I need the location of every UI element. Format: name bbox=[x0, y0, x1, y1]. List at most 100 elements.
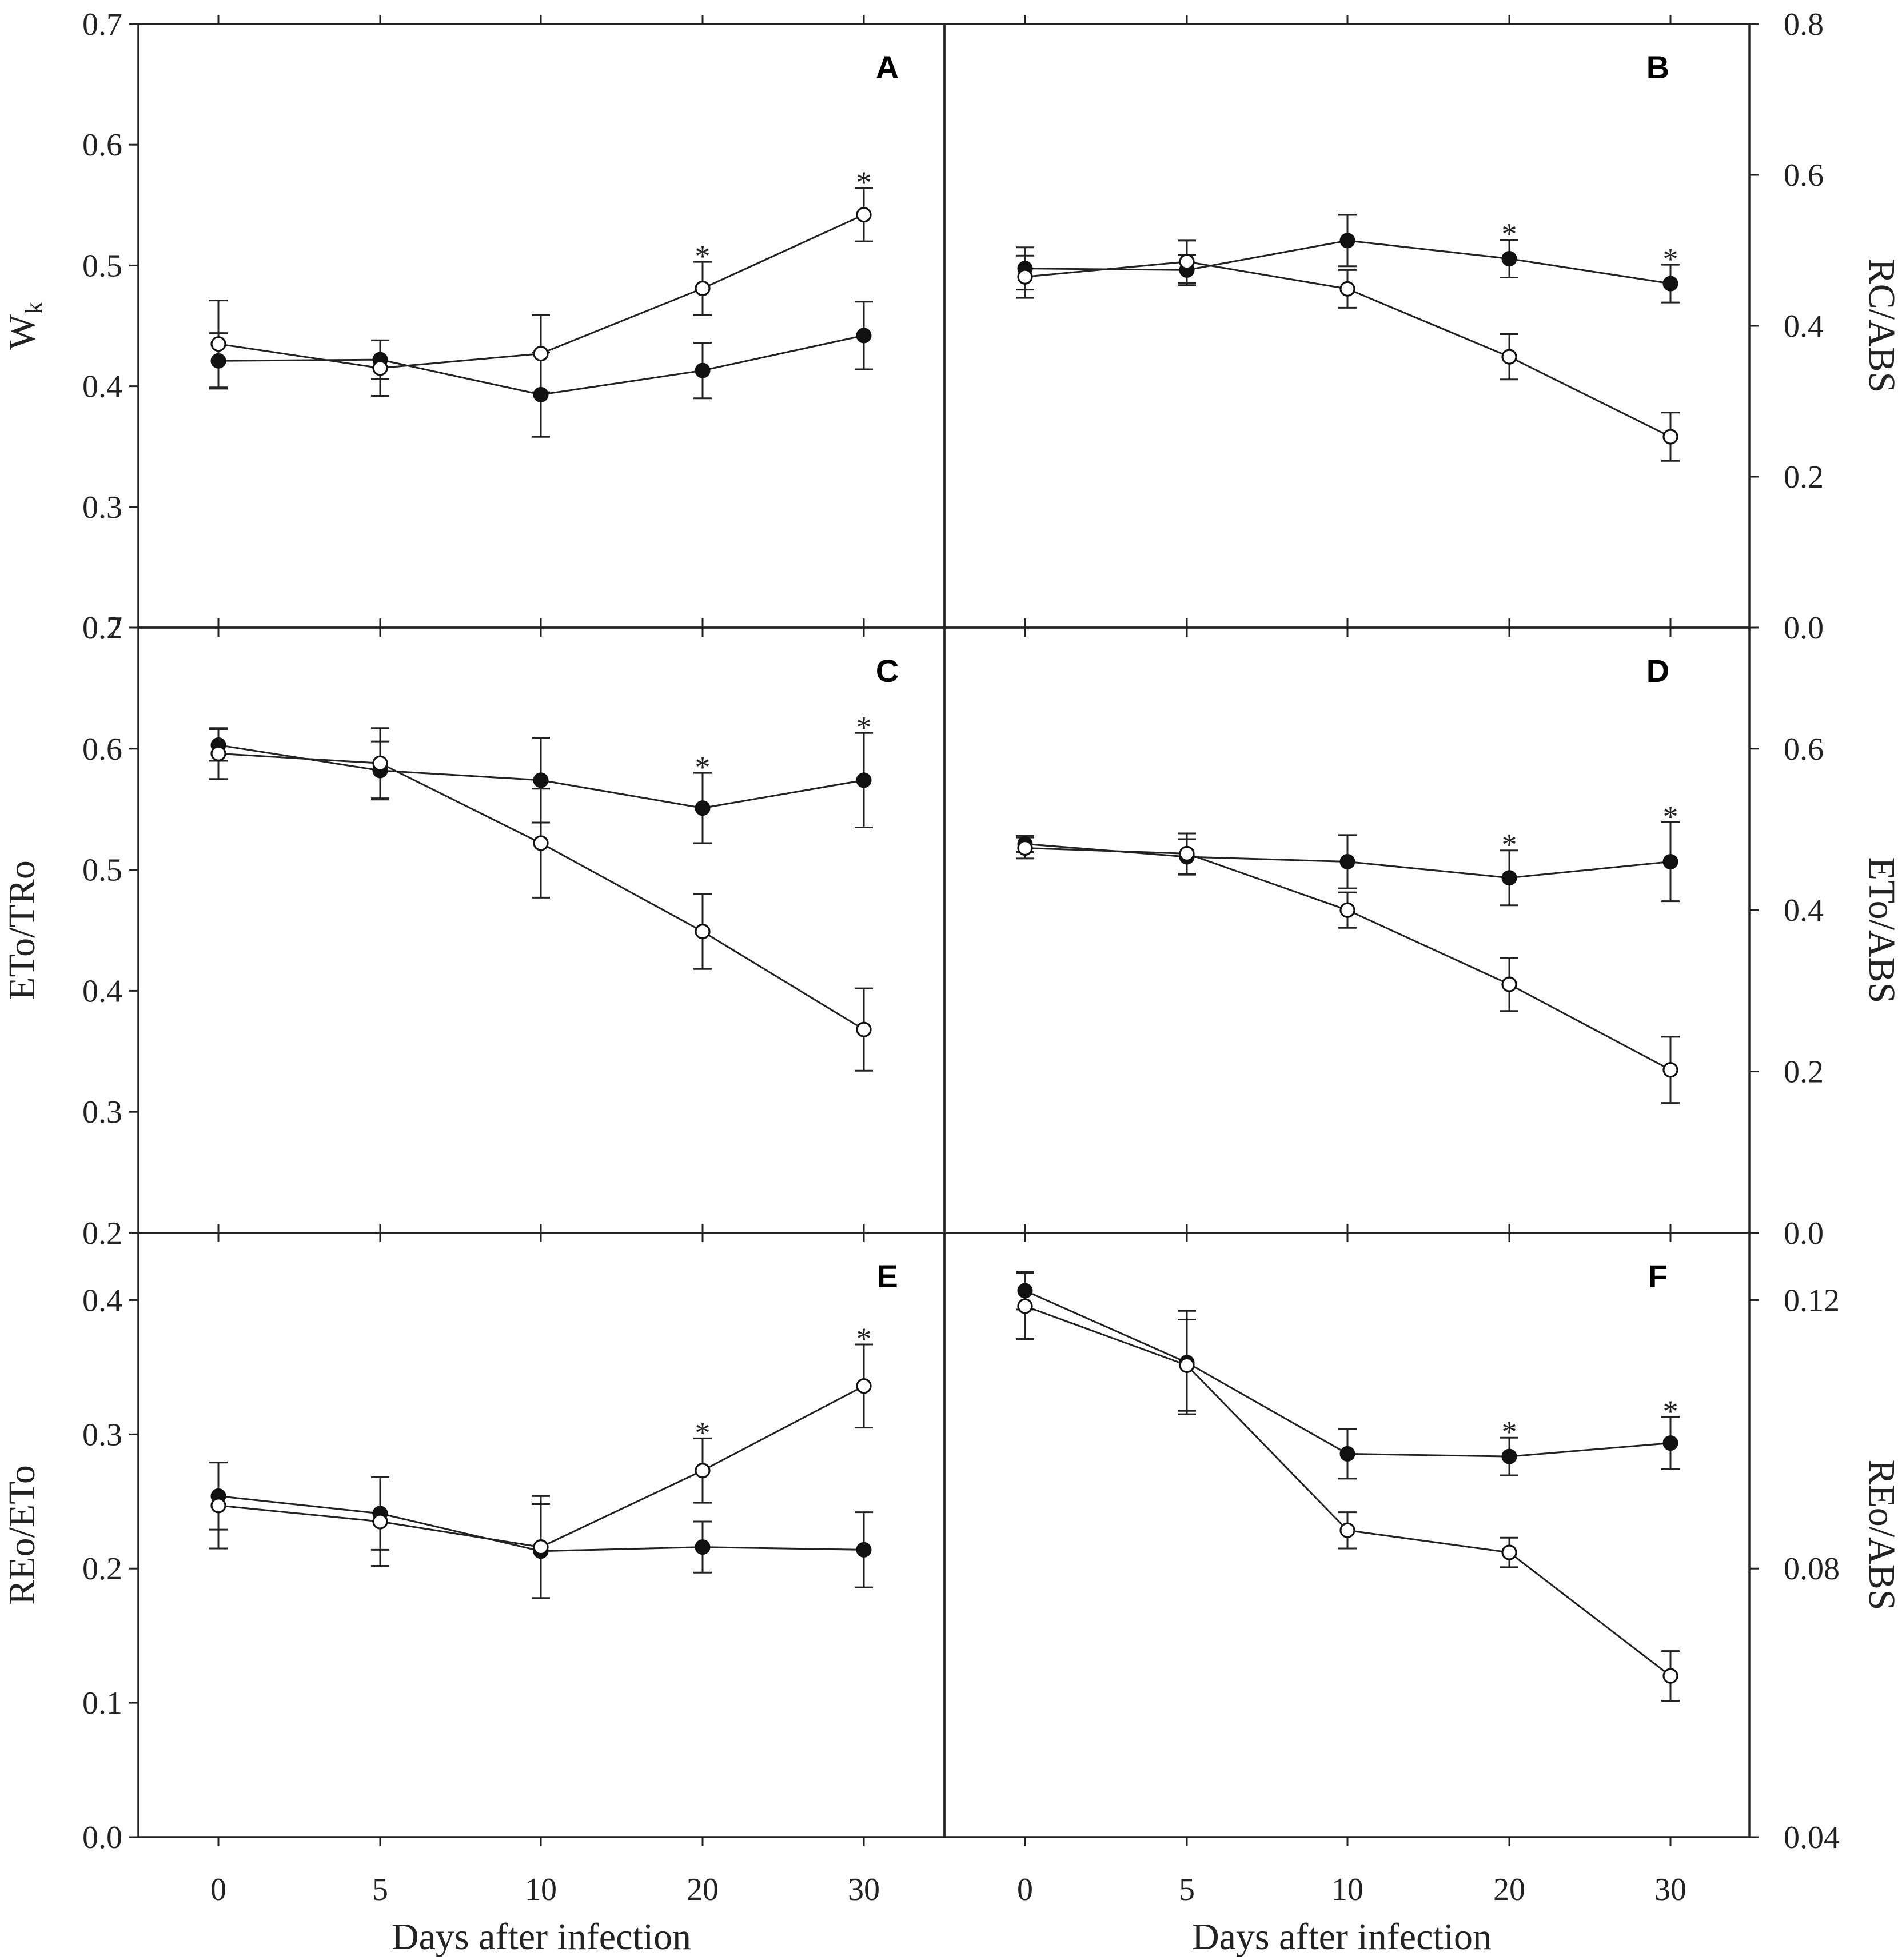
data-point-filled bbox=[1662, 276, 1678, 292]
significance-marker: * bbox=[856, 1322, 872, 1356]
data-point-open bbox=[695, 924, 711, 940]
data-point-open bbox=[210, 745, 226, 761]
x-tick-label: 20 bbox=[687, 1872, 719, 1907]
significance-marker: * bbox=[1663, 799, 1678, 833]
y-axis-title: REo/ABS bbox=[1861, 1459, 1902, 1610]
data-point-open bbox=[210, 1498, 226, 1514]
data-point-open bbox=[1662, 429, 1678, 445]
y-tick-label: 0.0 bbox=[1784, 610, 1824, 646]
x-axis-title-left: Days after infection bbox=[392, 1916, 691, 1958]
y-tick-label: 0.6 bbox=[82, 127, 122, 163]
panel-label: D bbox=[1646, 653, 1669, 689]
x-tick-label: 10 bbox=[1331, 1872, 1363, 1907]
data-point-open bbox=[533, 1539, 549, 1555]
data-point-filled bbox=[856, 328, 872, 344]
data-point-open bbox=[1501, 349, 1517, 365]
data-point-filled bbox=[856, 1542, 872, 1558]
data-point-open bbox=[210, 336, 226, 352]
significance-marker: * bbox=[1502, 1415, 1517, 1449]
data-point-open bbox=[1017, 1298, 1033, 1314]
data-point-filled bbox=[695, 1539, 711, 1555]
y-tick-label: 0.0 bbox=[82, 1820, 122, 1855]
data-point-open bbox=[1662, 1668, 1678, 1684]
panel-label: F bbox=[1648, 1258, 1668, 1294]
panel-b: 0.0 0.2 0.4 0.6 0.8 RC/ABS B * * bbox=[943, 7, 1902, 646]
data-point-filled bbox=[1501, 870, 1517, 886]
x-tick-label: 20 bbox=[1493, 1872, 1525, 1907]
significance-marker: * bbox=[1663, 242, 1678, 276]
x-tick-label: 0 bbox=[1017, 1872, 1033, 1907]
y-tick-label: 0.2 bbox=[1784, 1055, 1824, 1090]
data-point-open bbox=[856, 1021, 872, 1037]
significance-marker: * bbox=[695, 750, 711, 784]
data-point-open bbox=[533, 835, 549, 851]
y-tick-label: 0.2 bbox=[82, 1551, 122, 1587]
data-point-filled bbox=[210, 353, 226, 369]
data-point-filled bbox=[1017, 1283, 1033, 1299]
panel-frame bbox=[943, 626, 1751, 1234]
y-tick-label: 0.4 bbox=[82, 973, 122, 1009]
y-tick-label: 0.2 bbox=[82, 610, 122, 646]
y-tick-label: 0.8 bbox=[1784, 7, 1824, 42]
significance-marker: * bbox=[695, 239, 711, 273]
panel-label: A bbox=[876, 49, 899, 85]
data-point-open bbox=[1017, 840, 1033, 856]
panel-a: 0.2 0.3 0.4 0.5 0.6 0.7 Wk A * * bbox=[1, 7, 946, 646]
y-axis-title: RC/ABS bbox=[1861, 259, 1902, 393]
data-point-open bbox=[695, 280, 711, 297]
significance-marker: * bbox=[856, 710, 872, 744]
y-tick-label: 0.3 bbox=[82, 1095, 122, 1130]
x-axis-title-right: Days after infection bbox=[1192, 1916, 1492, 1958]
data-point-open bbox=[372, 755, 388, 771]
x-tick-label: 10 bbox=[525, 1872, 557, 1907]
y-tick-label: 0.2 bbox=[1784, 460, 1824, 495]
y-tick-label: 0.2 bbox=[82, 1216, 122, 1251]
data-point-open bbox=[1179, 845, 1195, 861]
data-point-open bbox=[372, 360, 388, 376]
significance-marker: * bbox=[1502, 217, 1517, 252]
data-point-filled bbox=[533, 772, 549, 788]
x-tick-label: 5 bbox=[372, 1872, 388, 1907]
data-point-open bbox=[856, 1378, 872, 1394]
y-tick-label: 0.0 bbox=[1784, 1216, 1824, 1251]
data-point-open bbox=[1017, 269, 1033, 285]
y-tick-label: 0.3 bbox=[82, 490, 122, 525]
data-point-open bbox=[1179, 1357, 1195, 1373]
y-tick-label: 0.12 bbox=[1784, 1283, 1840, 1318]
y-tick-label: 0.04 bbox=[1784, 1820, 1840, 1855]
data-point-filled bbox=[695, 362, 711, 378]
data-point-filled bbox=[1339, 233, 1355, 249]
data-point-filled bbox=[1662, 853, 1678, 869]
y-axis-title: ETo/TRo bbox=[1, 860, 43, 1000]
series-line-open bbox=[1024, 1305, 1671, 1677]
panel-label: E bbox=[876, 1258, 898, 1294]
data-point-open bbox=[1339, 1522, 1355, 1538]
y-axis-title: REo/ETo bbox=[1, 1465, 43, 1605]
panel-label: C bbox=[876, 653, 899, 689]
data-point-open bbox=[856, 207, 872, 223]
data-point-open bbox=[533, 345, 549, 362]
y-tick-label: 0.6 bbox=[1784, 158, 1824, 193]
data-point-open bbox=[1179, 254, 1195, 270]
y-tick-label: 0.6 bbox=[82, 732, 122, 767]
data-point-filled bbox=[695, 800, 711, 816]
y-tick-label: 0.4 bbox=[1784, 893, 1824, 928]
y-tick-label: 0.4 bbox=[82, 1283, 122, 1318]
y-tick-label: 0.3 bbox=[82, 1417, 122, 1452]
significance-marker: * bbox=[695, 1415, 711, 1450]
y-tick-label: 0.7 bbox=[82, 610, 122, 646]
data-point-filled bbox=[1339, 1446, 1355, 1462]
y-axis-title: Wk bbox=[1, 302, 48, 350]
data-point-open bbox=[1501, 976, 1517, 992]
x-tick-label: 0 bbox=[210, 1872, 226, 1907]
panel-d: 0.0 0.2 0.4 0.6 ETo/ABS D * * bbox=[943, 618, 1902, 1251]
panel-frame bbox=[137, 626, 946, 1234]
y-tick-label: 0.4 bbox=[1784, 309, 1824, 344]
panel-frame bbox=[943, 23, 1751, 629]
y-axis-title: ETo/ABS bbox=[1861, 857, 1902, 1004]
significance-marker: * bbox=[856, 165, 872, 199]
data-point-filled bbox=[1339, 853, 1355, 869]
data-point-filled bbox=[856, 772, 872, 788]
